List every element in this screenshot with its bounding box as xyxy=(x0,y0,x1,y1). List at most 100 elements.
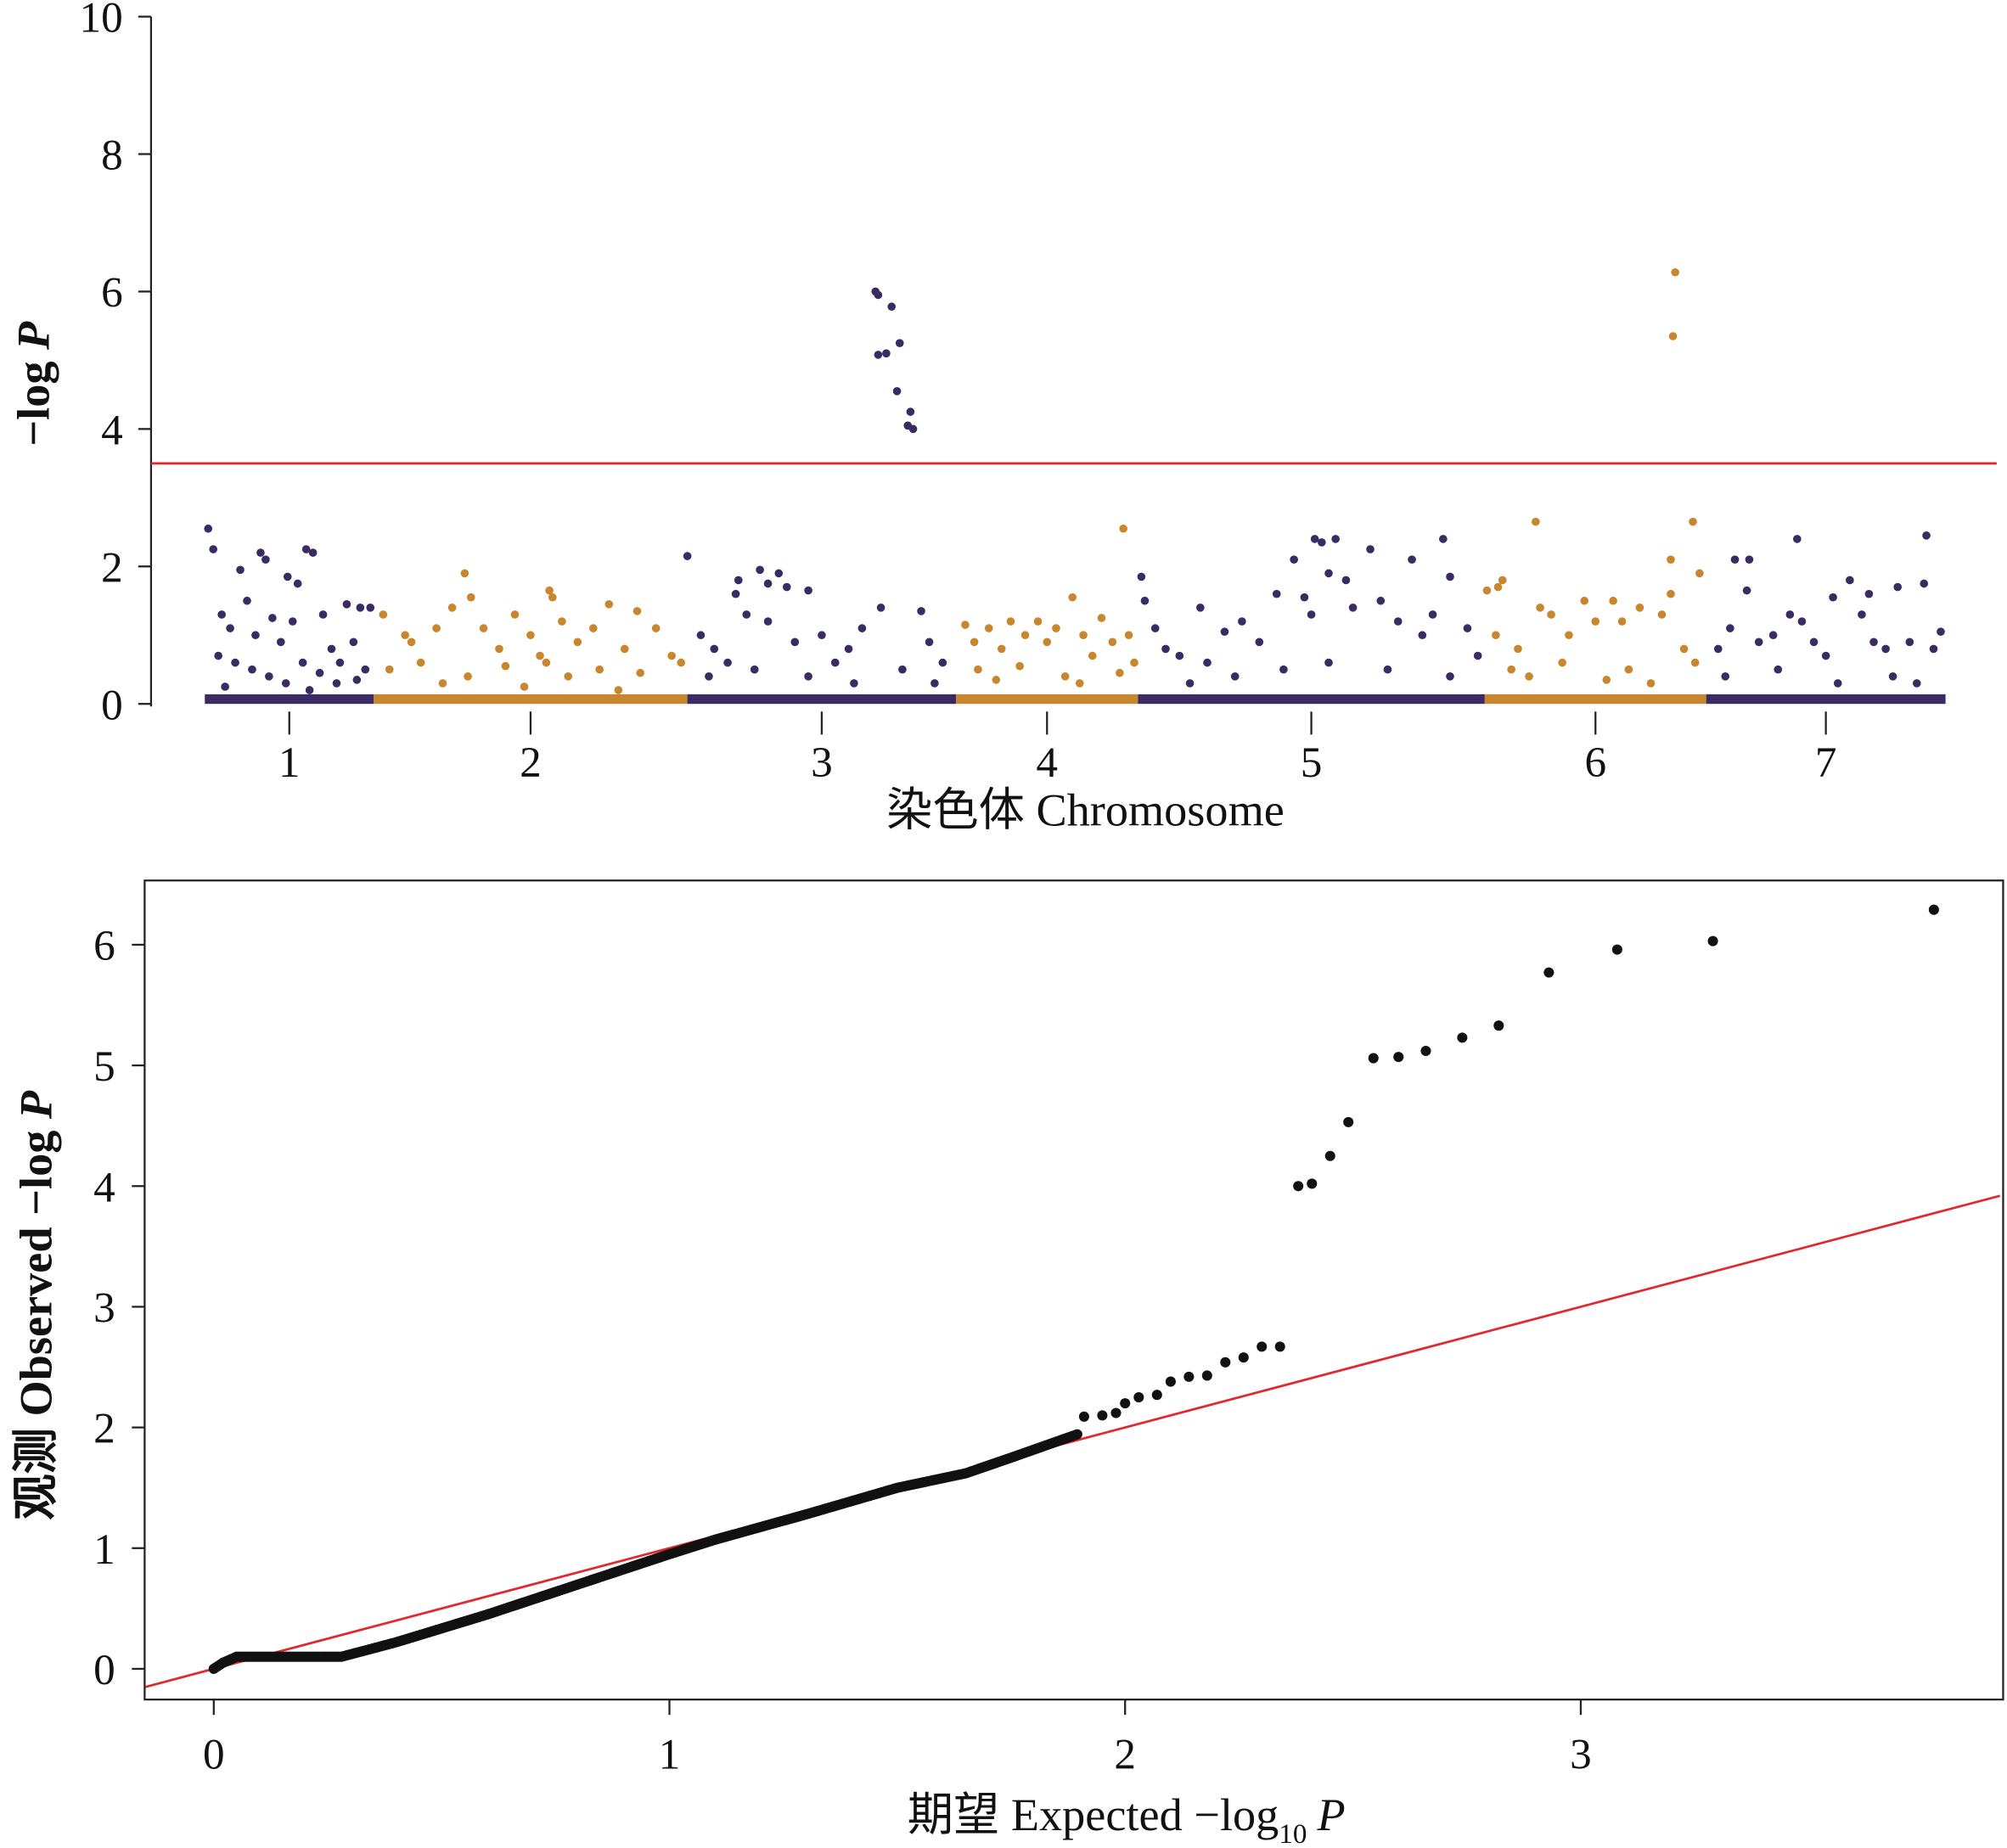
x-tick-label: 0 xyxy=(203,1731,225,1779)
chromosome-1-point xyxy=(276,638,285,647)
manhattan-points xyxy=(204,267,1945,694)
chromosome-3-point xyxy=(844,644,853,654)
chromosome-3-point xyxy=(742,610,751,619)
chromosome-2-baseline xyxy=(374,694,688,705)
chromosome-3-point xyxy=(930,679,939,688)
qq-plot: 0 1 2 3 4 5 6 0 1 2 3 观测 Observed −log P 期望 Expec… xyxy=(10,879,2004,1848)
chromosome-4-point xyxy=(1130,658,1138,667)
chromosome-3-point xyxy=(763,579,773,588)
chromosome-5-point xyxy=(1161,644,1170,654)
chromosome-3-point xyxy=(898,665,907,674)
chromosome-4-point xyxy=(1119,524,1127,533)
chromosome-5-point xyxy=(1300,593,1309,602)
chromosome-2-point xyxy=(573,638,582,647)
chromosome-3-point xyxy=(705,671,713,681)
qq-point xyxy=(1238,1352,1249,1363)
chromosome-6-point xyxy=(1525,671,1533,681)
chromosome-7-point xyxy=(1881,644,1890,654)
chromosome-4-point xyxy=(984,624,993,632)
chromosome-4-baseline xyxy=(956,694,1138,705)
chromosome-7-point xyxy=(1912,679,1921,688)
chromosome-5-point xyxy=(1196,604,1205,612)
chromosome-6-point xyxy=(1602,676,1611,684)
qq-point xyxy=(1220,1357,1231,1368)
chromosome-1-point xyxy=(226,624,234,632)
chromosome-5-point xyxy=(1185,679,1195,688)
chromosome-5-point xyxy=(1408,555,1416,565)
chromosome-2-point xyxy=(501,661,510,671)
chromosome-1-point xyxy=(342,599,351,609)
chromosome-1-point xyxy=(366,604,375,612)
chromosome-2-point xyxy=(526,631,535,640)
chromosome-1-point xyxy=(221,682,229,691)
chromosome-1-point xyxy=(332,679,341,688)
qq-point xyxy=(1393,1052,1404,1063)
chromosome-7-point xyxy=(1833,679,1842,688)
chromosome-2-point xyxy=(438,679,447,688)
chromosome-5-point xyxy=(1366,545,1375,553)
chromosome-6-point xyxy=(1493,582,1503,592)
chromosome-4-point xyxy=(997,644,1006,654)
chromosome-5-point xyxy=(1393,617,1403,626)
chromosome-3-point xyxy=(804,586,812,595)
qq-point xyxy=(1611,944,1622,955)
chromosome-6-point xyxy=(1617,617,1627,626)
manhattan-y-ticks: 0 2 4 6 8 10 xyxy=(80,0,151,729)
chromosome-1-point xyxy=(315,668,324,677)
chromosome-label-5: 5 xyxy=(1301,739,1323,787)
qq-point xyxy=(1543,967,1554,978)
qq-point xyxy=(1097,1410,1108,1421)
chromosome-1-point xyxy=(283,572,292,581)
chromosome-3-point xyxy=(723,658,732,667)
chromosome-5-point xyxy=(1348,604,1358,612)
chromosome-7-point xyxy=(1846,576,1854,585)
chromosome-6-point xyxy=(1624,665,1633,674)
chromosome-4-point xyxy=(1052,624,1060,632)
chromosome-6-point xyxy=(1591,617,1600,626)
chromosome-4-point xyxy=(1079,631,1088,640)
chromosome-1-point xyxy=(261,555,270,565)
qq-point xyxy=(1293,1181,1304,1192)
chromosome-7-point xyxy=(1745,555,1754,565)
manhattan-baseline-band xyxy=(205,694,1946,705)
chromosome-6-point xyxy=(1695,569,1704,578)
qq-point xyxy=(1420,1046,1431,1057)
chromosome-6-point xyxy=(1514,644,1522,654)
qq-y-label: 观测 Observed −log P xyxy=(10,1090,61,1520)
chromosome-7-point xyxy=(1809,638,1819,647)
chromosome-2-point xyxy=(536,651,544,660)
chromosome-2-point xyxy=(407,638,416,647)
chromosome-5-point xyxy=(1137,572,1146,581)
qq-point xyxy=(1201,1370,1212,1381)
chromosome-1-point xyxy=(204,524,213,533)
chromosome-4-point xyxy=(1124,631,1133,640)
chromosome-3-point xyxy=(830,658,840,667)
x-tick-label: 3 xyxy=(1570,1731,1592,1779)
chromosome-2-point xyxy=(651,624,661,632)
chromosome-3-point xyxy=(710,644,719,654)
chromosome-4-point xyxy=(1108,638,1117,647)
chromosome-5-point xyxy=(1318,538,1326,547)
chromosome-1-point xyxy=(305,686,314,694)
chromosome-2-point xyxy=(466,593,475,602)
chromosome-5-point xyxy=(1307,610,1316,619)
chromosome-2-point xyxy=(632,607,642,615)
y-tick-label: 0 xyxy=(93,1646,115,1694)
chromosome-7-point xyxy=(1858,610,1866,619)
chromosome-1-point xyxy=(236,565,245,575)
chromosome-2-point xyxy=(588,624,598,632)
chromosome-3-point xyxy=(906,407,915,416)
chromosome-3-point xyxy=(850,679,858,688)
chromosome-1-point xyxy=(268,614,277,622)
chromosome-3-point xyxy=(874,290,883,300)
chromosome-4-point xyxy=(1020,631,1030,640)
chromosome-1-point xyxy=(293,579,302,588)
chromosome-7-point xyxy=(1905,638,1914,647)
chromosome-7-point xyxy=(1929,644,1938,654)
chromosome-7-point xyxy=(1726,624,1734,632)
chromosome-3-point xyxy=(938,658,947,667)
chromosome-1-point xyxy=(214,651,222,660)
chromosome-3-point xyxy=(804,671,812,681)
chromosome-1-point xyxy=(256,548,265,557)
